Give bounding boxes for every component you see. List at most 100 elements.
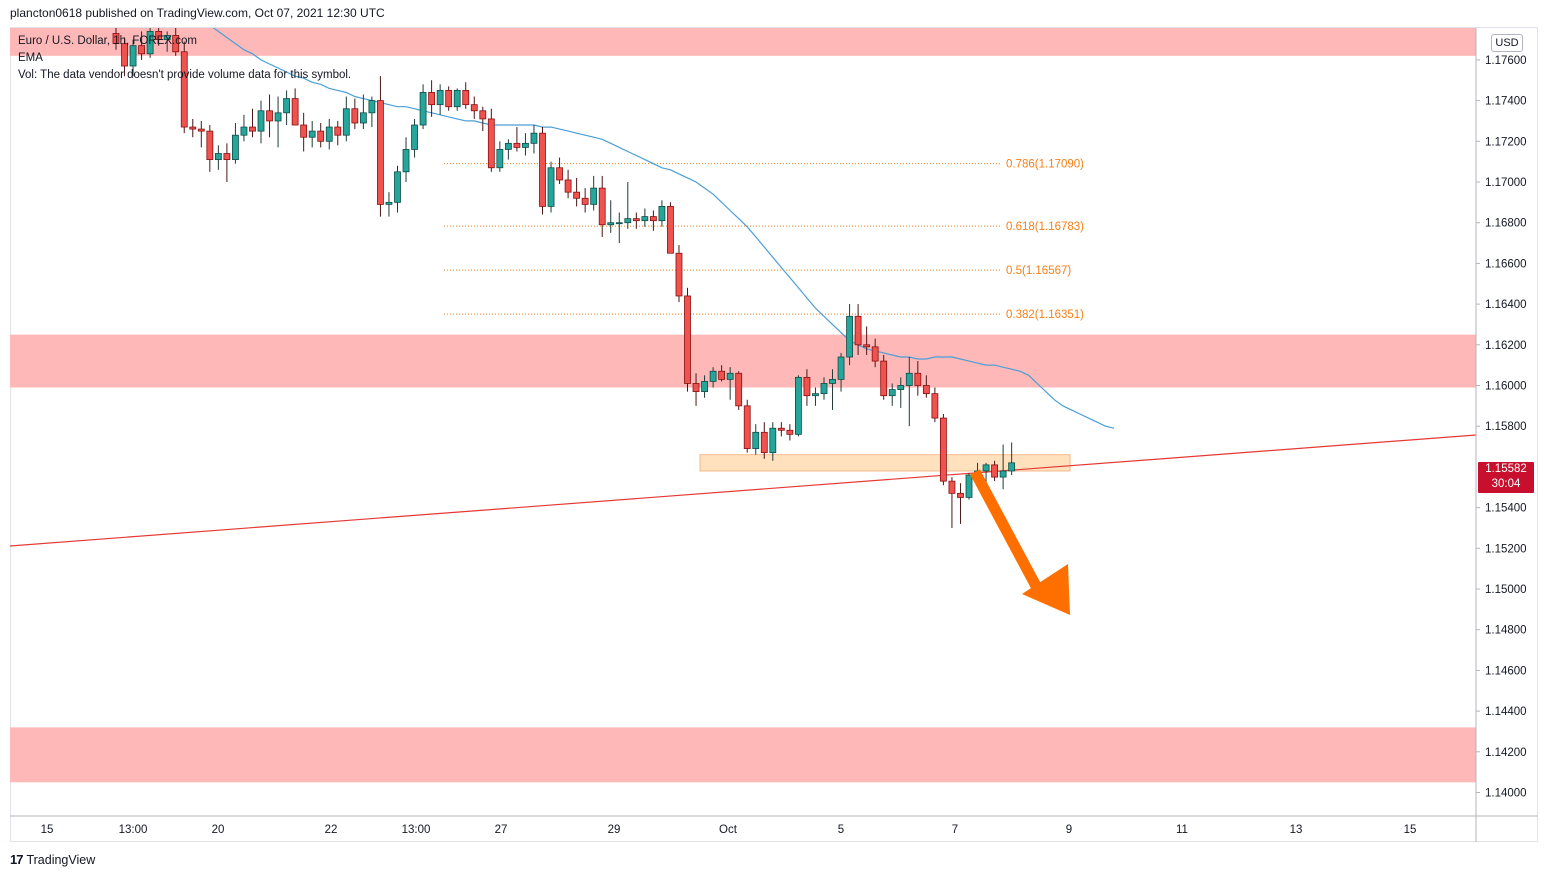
candle-body-66 xyxy=(675,252,683,297)
candle-100 xyxy=(965,473,973,500)
candle-10 xyxy=(197,120,205,148)
time-tick-label-0: 15 xyxy=(41,824,54,836)
candle-body-49 xyxy=(530,132,538,144)
candle-104 xyxy=(999,444,1007,490)
price-tick-label-10: 1.15400 xyxy=(1485,503,1527,515)
trendline[interactable] xyxy=(9,434,1477,547)
candle-65 xyxy=(667,202,674,254)
candle-13 xyxy=(223,143,231,182)
price-tick-label-2: 1.17200 xyxy=(1485,136,1527,148)
time-tick-label-9: 7 xyxy=(952,824,958,836)
candle-body-64 xyxy=(658,206,666,222)
candle-21 xyxy=(291,88,299,126)
candle-103 xyxy=(991,460,998,482)
candle-body-57 xyxy=(598,187,606,226)
trendline-layer[interactable] xyxy=(9,434,1477,547)
tradingview-logo[interactable]: 17 TradingView xyxy=(10,852,95,867)
candle-95 xyxy=(922,375,930,398)
currency-badge[interactable]: USD xyxy=(1491,34,1523,52)
time-tick-label-2: 20 xyxy=(212,824,225,836)
candle-body-86 xyxy=(846,315,853,358)
candle-80 xyxy=(795,375,802,437)
candle-body-6 xyxy=(163,35,171,40)
arrow-head[interactable] xyxy=(1022,564,1070,615)
candle-body-96 xyxy=(931,393,939,419)
price-tick-label-11: 1.15200 xyxy=(1485,543,1527,555)
candle-33 xyxy=(394,165,401,213)
candle-body-70 xyxy=(709,370,717,382)
legend-ema[interactable]: EMA xyxy=(18,52,43,64)
candle-78 xyxy=(777,422,785,437)
candle-body-37 xyxy=(428,92,436,106)
candle-body-4 xyxy=(146,31,154,55)
zone-rect-0 xyxy=(10,28,1476,56)
candle-37 xyxy=(428,80,436,117)
candle-body-88 xyxy=(863,344,871,348)
candle-body-77 xyxy=(769,427,777,454)
candle-body-14 xyxy=(232,134,239,161)
price-tick-label-7: 1.16200 xyxy=(1485,340,1527,352)
candle-50 xyxy=(539,127,546,215)
arrow-layer[interactable] xyxy=(970,469,1070,615)
candle-66 xyxy=(675,245,683,303)
candle-25 xyxy=(325,118,333,150)
candle-70 xyxy=(709,367,717,388)
candle-body-103 xyxy=(991,464,998,478)
candle-body-38 xyxy=(436,90,444,106)
candle-body-9 xyxy=(189,126,197,130)
fib-retracement[interactable]: 0.786(1.17090) 0.618(1.16783) 0.5(1.16567)… xyxy=(444,159,1084,321)
price-tick-label-9: 1.15800 xyxy=(1485,421,1527,433)
candle-body-40 xyxy=(453,90,461,108)
candle-76 xyxy=(760,422,768,459)
candle-82 xyxy=(812,387,819,406)
candle-11 xyxy=(206,125,214,172)
candle-body-90 xyxy=(880,360,888,397)
arrow-shaft[interactable] xyxy=(970,469,1041,589)
candle-35 xyxy=(411,118,418,158)
ema-line xyxy=(212,28,1115,429)
candle-body-105 xyxy=(1008,462,1016,472)
candle-body-23 xyxy=(308,130,316,138)
price-tick-label-0: 1.17600 xyxy=(1485,55,1527,67)
published-info: plancton0618 published on TradingView.co… xyxy=(10,6,385,20)
candle-body-33 xyxy=(394,171,401,203)
candle-53 xyxy=(564,169,572,199)
axes: 1.17600 1.17400 1.17200 1.17000 1.16800 1.166… xyxy=(10,28,1538,842)
price-tick-label-14: 1.14600 xyxy=(1485,665,1527,677)
candle-body-82 xyxy=(812,393,819,397)
candle-18 xyxy=(266,94,273,138)
candle-1 xyxy=(121,37,128,77)
legend-symbol[interactable]: Euro / U.S. Dollar, 1h, FOREX.com xyxy=(18,35,197,47)
candle-42 xyxy=(470,96,478,119)
candle-body-36 xyxy=(419,92,427,126)
candle-body-8 xyxy=(180,51,188,128)
candle-64 xyxy=(658,200,666,227)
chart-frame[interactable] xyxy=(10,27,1538,842)
candle-49 xyxy=(530,125,538,154)
candle-2 xyxy=(129,39,137,77)
candle-26 xyxy=(334,120,342,146)
price-tick-label-17: 1.14000 xyxy=(1485,788,1527,800)
candle-32 xyxy=(385,192,393,217)
candle-5 xyxy=(155,28,163,46)
candle-body-16 xyxy=(249,126,256,132)
candle-57 xyxy=(598,175,606,237)
candle-39 xyxy=(445,86,453,111)
candle-body-19 xyxy=(274,112,282,122)
candle-52 xyxy=(556,157,563,185)
candle-29 xyxy=(359,94,367,130)
candle-61 xyxy=(632,212,640,229)
candle-62 xyxy=(641,208,649,227)
candle-body-79 xyxy=(786,429,794,435)
candle-body-42 xyxy=(470,104,478,112)
candle-body-52 xyxy=(556,167,563,181)
candle-body-100 xyxy=(965,474,973,498)
candle-body-60 xyxy=(624,218,632,224)
resistance-zones xyxy=(10,28,1476,783)
candle-15 xyxy=(240,114,248,142)
candle-body-74 xyxy=(743,405,751,449)
candle-body-2 xyxy=(129,45,137,67)
candle-body-85 xyxy=(837,356,845,380)
candle-73 xyxy=(735,371,743,410)
